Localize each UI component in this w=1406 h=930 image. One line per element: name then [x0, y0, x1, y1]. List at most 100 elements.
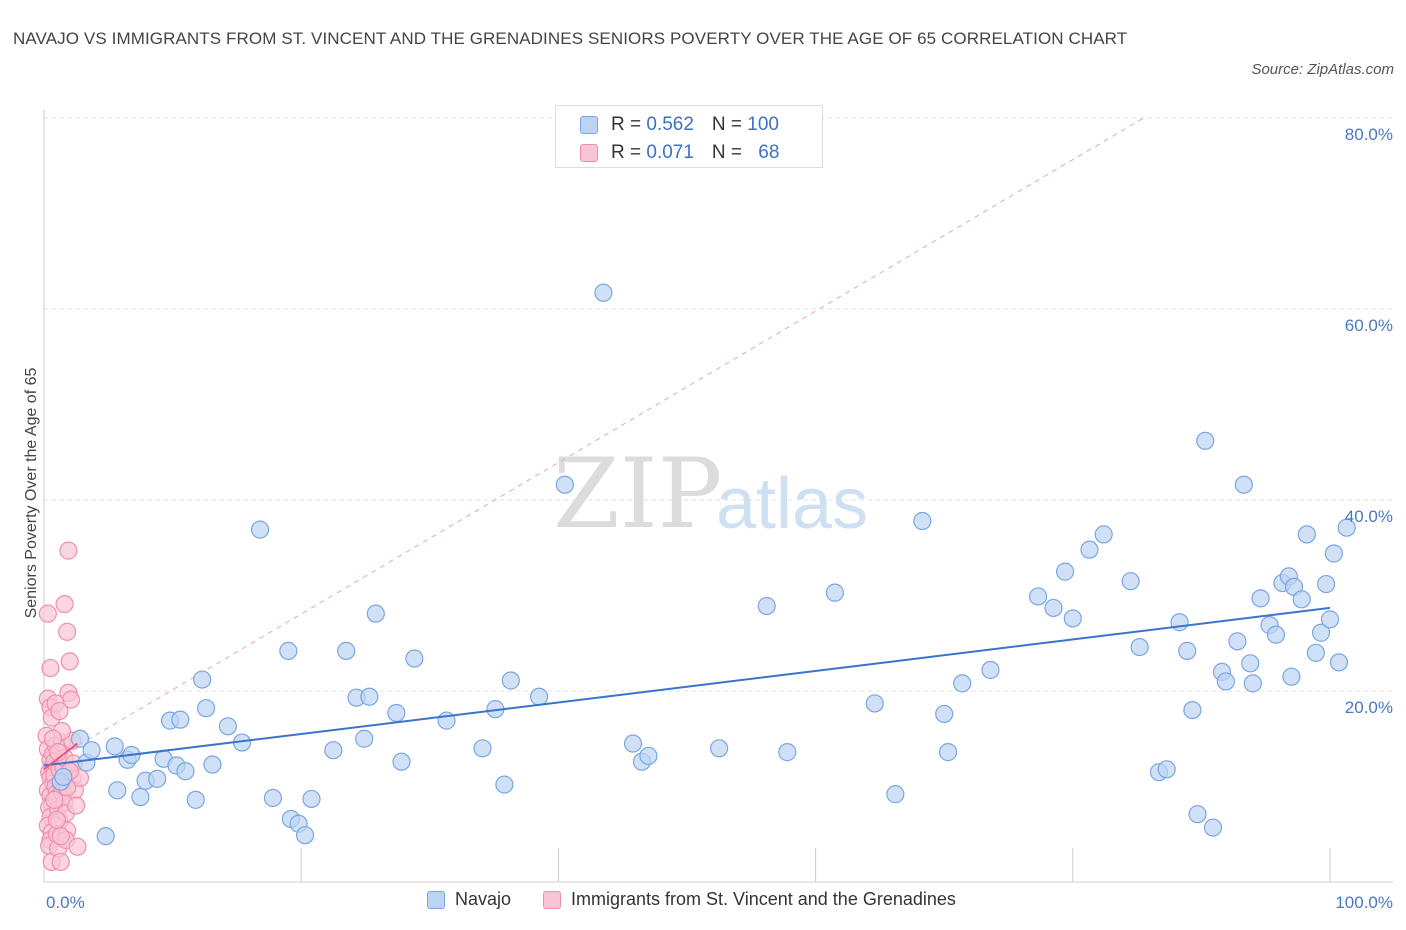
navajo-point	[1311, 623, 1331, 642]
navajo-point	[186, 790, 205, 809]
svg-immigrants-point	[59, 541, 78, 560]
navajo-point	[1297, 525, 1316, 544]
svg-immigrants-point	[67, 796, 86, 815]
navajo-point	[953, 674, 972, 693]
navajo-point	[1121, 572, 1140, 591]
series-navajo	[51, 283, 1356, 846]
y-tick-label: 60.0%	[1345, 316, 1393, 335]
navajo-point	[778, 743, 797, 762]
navajo-point	[1266, 625, 1286, 644]
navajo-point	[193, 670, 212, 689]
stats-legend: R = 0.562 N = 100 R = 0.071 N = 68	[555, 105, 823, 168]
navajo-point	[1196, 431, 1215, 450]
navajo-point	[96, 827, 115, 846]
navajo-point	[623, 734, 643, 753]
navajo-point	[1329, 653, 1349, 672]
navajo-point	[1170, 613, 1189, 632]
navajo-point	[1183, 700, 1202, 720]
navajo-point	[1094, 525, 1113, 544]
navajo-point	[405, 649, 424, 668]
navajo-point	[935, 704, 954, 724]
navajo-point	[639, 746, 658, 766]
navajo-point	[263, 788, 283, 808]
navajo-point	[108, 781, 127, 800]
navajo-point	[1241, 654, 1260, 673]
legend-row-navajo: R = 0.562 N = 100	[580, 113, 779, 137]
navajo-point	[1234, 475, 1253, 494]
navajo-point	[757, 596, 776, 616]
navajo-point	[710, 739, 729, 758]
navajo-point	[886, 785, 905, 804]
y-tick-label: 20.0%	[1345, 698, 1393, 717]
legend-item-svg: Immigrants from St. Vincent and the Gren…	[543, 889, 956, 910]
navajo-point	[473, 739, 492, 758]
navajo-point	[1337, 518, 1356, 537]
navajo-point	[203, 755, 222, 774]
navajo-point	[302, 789, 321, 809]
y-tick-label: 40.0%	[1345, 507, 1393, 526]
navajo-point	[324, 741, 343, 760]
navajo-point	[176, 762, 195, 781]
navajo-point	[360, 687, 379, 706]
navajo-point	[938, 743, 958, 762]
navajo-point	[1157, 760, 1176, 779]
legend-swatch-svg	[580, 144, 598, 162]
navajo-point	[196, 699, 216, 718]
navajo-point	[171, 710, 190, 729]
navajo-point	[555, 475, 574, 494]
navajo-point	[1317, 574, 1336, 594]
legend-r-value: 0.562	[646, 114, 694, 135]
svg-immigrants-point	[58, 622, 77, 641]
series-svg-immigrants	[37, 541, 90, 872]
legend-n-value: 68	[758, 142, 780, 163]
navajo-point	[131, 787, 150, 807]
navajo-point	[1178, 641, 1197, 660]
legend-r-label: R =	[611, 142, 647, 163]
navajo-point	[295, 826, 315, 845]
navajo-point	[279, 641, 298, 660]
navajo-point	[387, 703, 406, 723]
navajo-point	[825, 583, 844, 602]
svg-immigrants-point	[68, 837, 87, 856]
x-tick-label: 100.0%	[1335, 893, 1393, 912]
legend-swatch-navajo	[580, 116, 598, 134]
navajo-point	[355, 729, 374, 748]
navajo-point	[865, 694, 884, 713]
navajo-point	[530, 687, 549, 706]
svg-immigrants-point	[51, 852, 70, 872]
navajo-point	[1306, 643, 1325, 662]
svg-immigrants-point	[47, 810, 66, 830]
navajo-point	[1044, 598, 1063, 618]
navajo-point	[501, 671, 520, 690]
navajo-point	[1028, 587, 1048, 606]
legend-swatch-svg	[543, 890, 562, 909]
navajo-point	[1216, 672, 1235, 691]
navajo-point	[495, 775, 514, 794]
navajo-point	[1320, 610, 1340, 629]
legend-r-value: 0.071	[646, 142, 694, 163]
navajo-point	[82, 741, 101, 760]
legend-label-navajo: Navajo	[455, 889, 512, 909]
grid-lines	[44, 117, 1393, 692]
legend-r-label: R =	[611, 114, 647, 135]
x-tick-label: 0.0%	[46, 893, 85, 912]
navajo-point	[250, 520, 270, 539]
navajo-point	[594, 283, 613, 302]
legend-label-svg: Immigrants from St. Vincent and the Gren…	[571, 889, 956, 909]
navajo-point	[1324, 544, 1343, 563]
navajo-point	[218, 717, 237, 736]
navajo-point	[913, 511, 932, 531]
legend-n-label: N =	[711, 142, 748, 163]
navajo-point	[366, 604, 385, 623]
svg-immigrants-point	[50, 701, 69, 721]
tick-labels: 20.0% 40.0% 60.0% 80.0% 0.0% 100.0%	[46, 125, 1393, 912]
navajo-point	[1282, 667, 1301, 686]
navajo-point	[54, 767, 73, 787]
navajo-point	[337, 641, 356, 660]
series-legend: Navajo Immigrants from St. Vincent and t…	[427, 889, 988, 910]
svg-immigrants-point	[55, 594, 74, 614]
chart-title: NAVAJO VS IMMIGRANTS FROM ST. VINCENT AN…	[13, 29, 1128, 48]
navajo-point	[1130, 637, 1149, 657]
legend-item-navajo: Navajo	[427, 889, 511, 910]
